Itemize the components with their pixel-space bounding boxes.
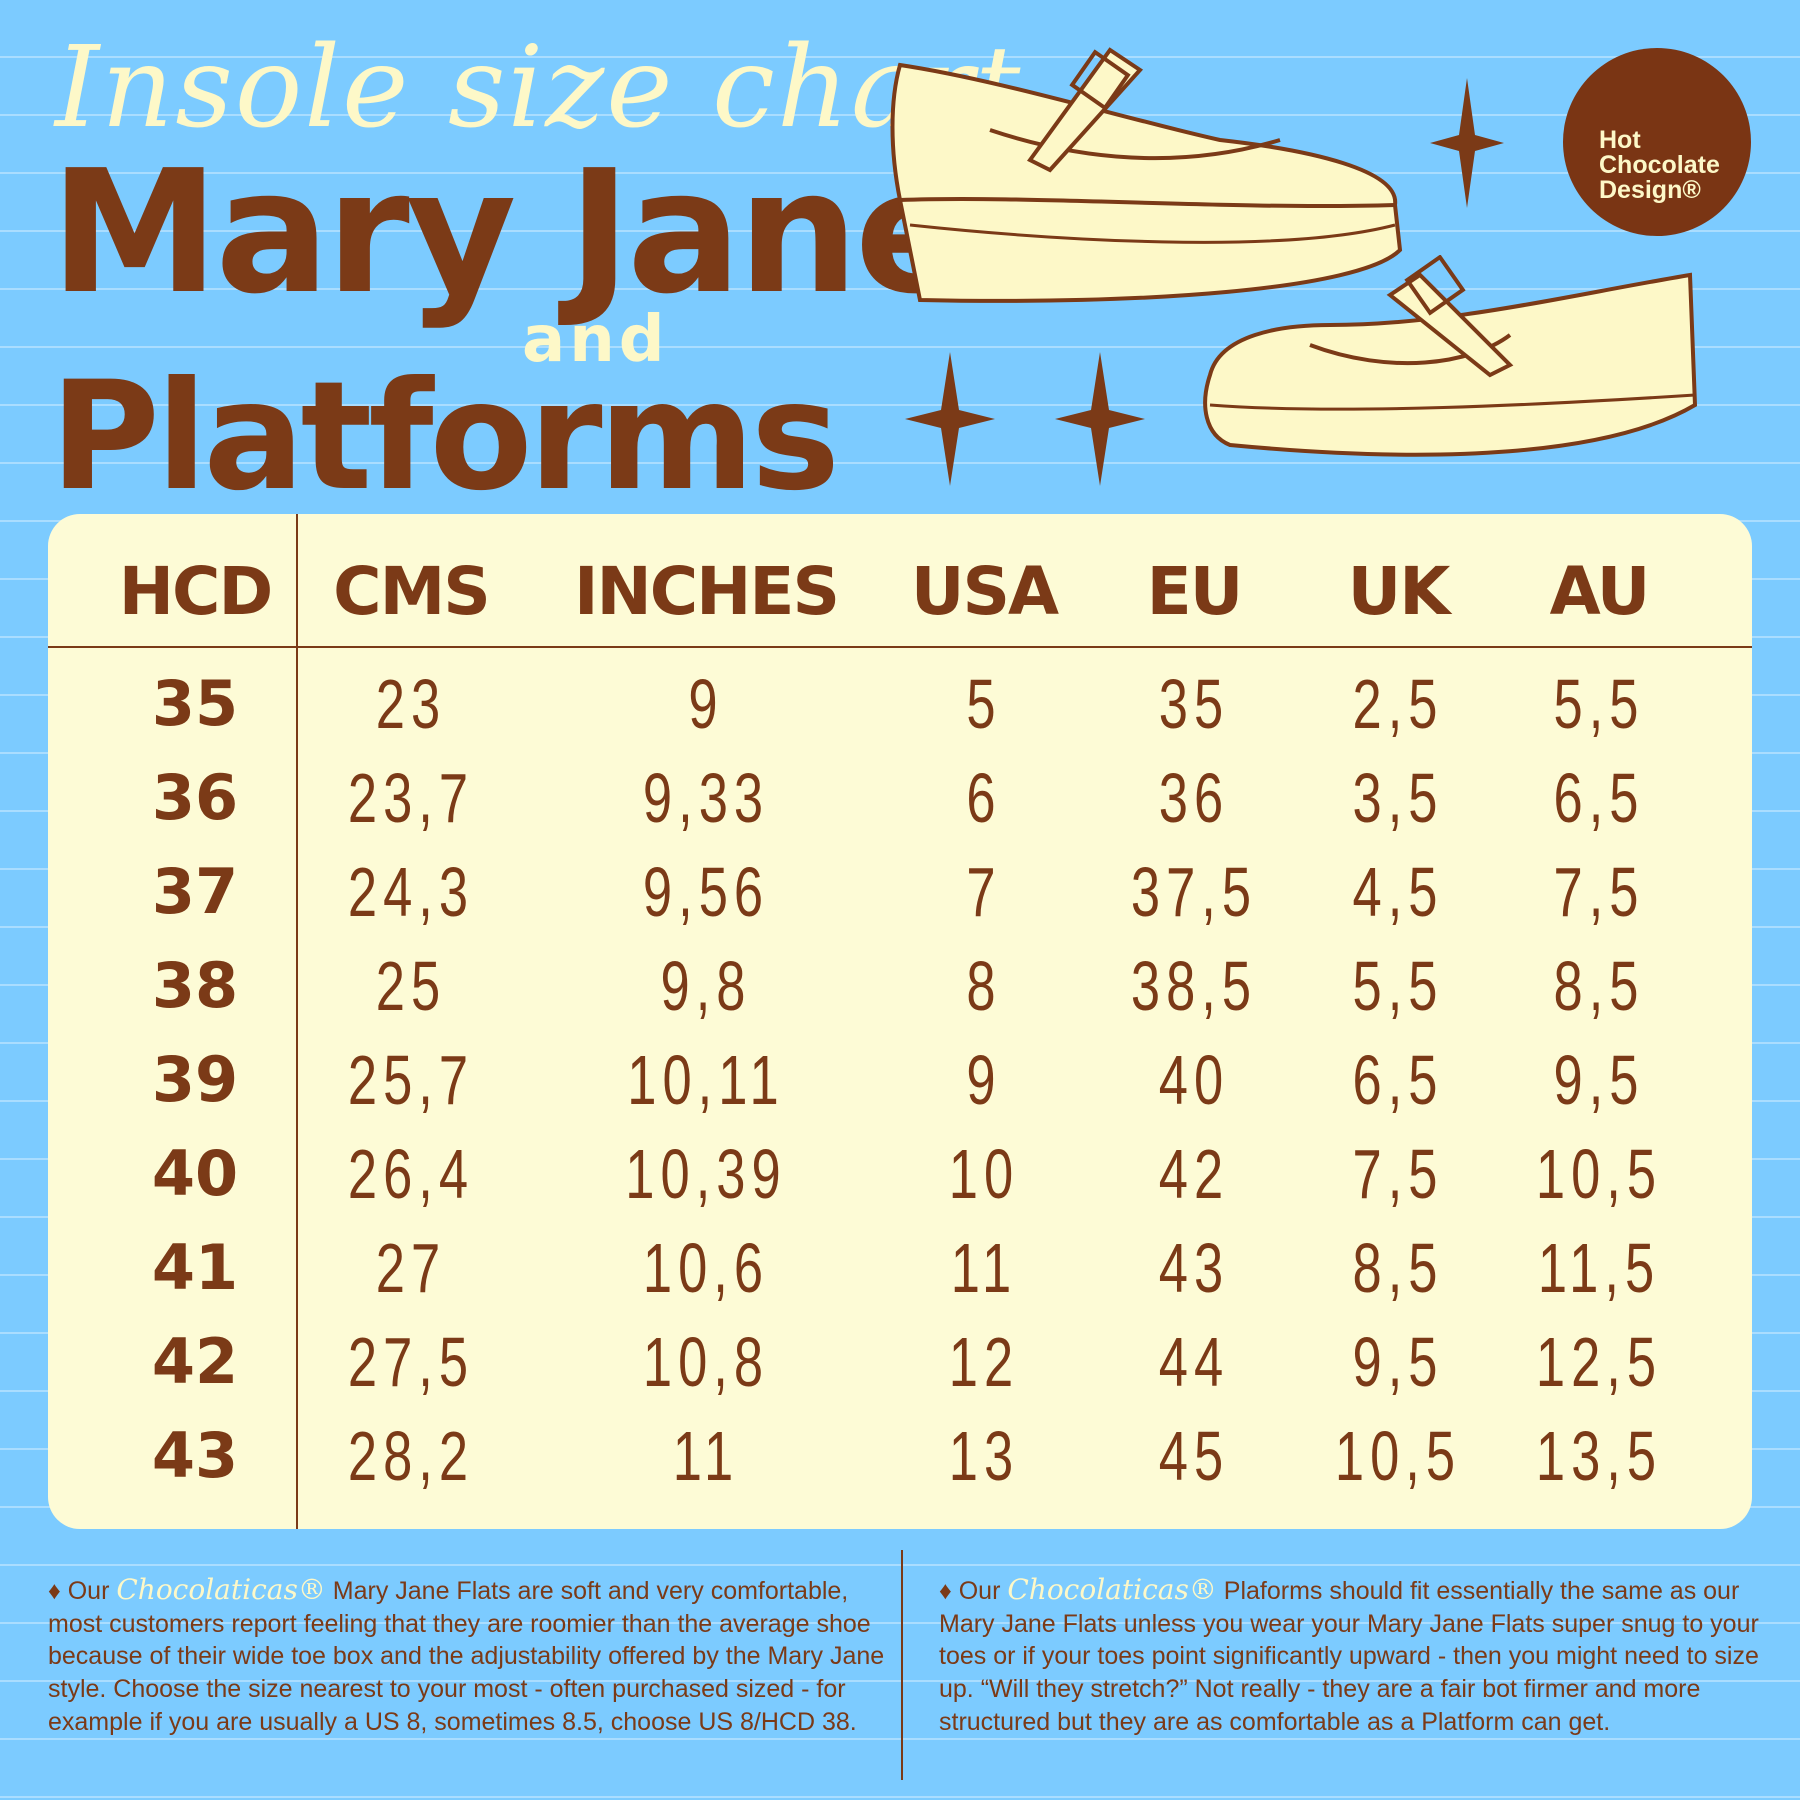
table-cell-usa: 6 — [966, 759, 1002, 837]
note-prefix: Our — [958, 1577, 1001, 1605]
table-cell-usa: 11 — [950, 1229, 1018, 1307]
column-header-hcd: HCD — [118, 553, 273, 630]
table-cell-uk: 8,5 — [1352, 1229, 1444, 1307]
table-cell-au: 9,5 — [1553, 1041, 1645, 1119]
table-cell-cms: 26,4 — [347, 1135, 475, 1213]
column-divider — [296, 514, 298, 1529]
title-and: and — [522, 303, 669, 377]
chocolaticas-brand: Chocolaticas® — [1007, 1573, 1217, 1606]
table-cell-eu: 35 — [1158, 665, 1230, 743]
table-cell-inches: 10,39 — [625, 1135, 787, 1213]
table-cell-hcd: 35 — [151, 667, 239, 740]
table-cell-uk: 3,5 — [1352, 759, 1444, 837]
table-cell-usa: 10 — [948, 1135, 1020, 1213]
table-cell-au: 5,5 — [1553, 665, 1645, 743]
title-mary-jane: Mary Jane — [50, 134, 970, 332]
table-cell-hcd: 42 — [151, 1325, 239, 1398]
star-icon — [905, 352, 995, 486]
table-cell-uk: 6,5 — [1352, 1041, 1444, 1119]
star-icon — [1430, 78, 1504, 208]
table-cell-hcd: 41 — [151, 1231, 239, 1304]
table-cell-uk: 2,5 — [1352, 665, 1444, 743]
table-cell-au: 11,5 — [1537, 1229, 1661, 1307]
column-header-eu: EU — [1146, 553, 1244, 630]
table-cell-au: 10,5 — [1535, 1135, 1663, 1213]
table-cell-uk: 10,5 — [1334, 1417, 1462, 1495]
logo-text: Hot — [1599, 126, 1641, 154]
table-cell-usa: 13 — [948, 1417, 1020, 1495]
column-header-usa: USA — [910, 553, 1059, 630]
table-cell-cms: 24,3 — [347, 853, 475, 931]
chocolaticas-brand: Chocolaticas® — [116, 1573, 326, 1606]
platform-shoe-illustration — [890, 47, 1403, 303]
column-header-au: AU — [1549, 553, 1651, 630]
table-cell-usa: 7 — [966, 853, 1002, 931]
table-cell-hcd: 37 — [151, 855, 239, 928]
table-cell-inches: 10,8 — [642, 1323, 770, 1401]
note-flats: ♦ Our Chocolaticas® Mary Jane Flats are … — [48, 1575, 898, 1739]
table-cell-cms: 25,7 — [347, 1041, 475, 1119]
table-cell-usa: 12 — [948, 1323, 1020, 1401]
table-cell-uk: 7,5 — [1352, 1135, 1444, 1213]
table-cell-inches: 10,11 — [627, 1041, 785, 1119]
logo-text: Design® — [1599, 176, 1701, 204]
table-cell-eu: 38,5 — [1130, 947, 1258, 1025]
table-cell-eu: 36 — [1158, 759, 1230, 837]
column-header-inches: INCHES — [573, 553, 840, 630]
note-text: Mary Jane Flats are soft and very comfor… — [48, 1577, 885, 1736]
size-table: HCD CMS INCHES USA EU UK AU 35 23 9 5 35 2,5 5,5 36 23,… — [48, 514, 1752, 1529]
logo-text: Chocolate — [1599, 151, 1720, 179]
table-cell-inches: 9,56 — [642, 853, 770, 931]
table-cell-eu: 42 — [1158, 1135, 1230, 1213]
header-divider — [48, 646, 1752, 648]
column-header-cms: CMS — [333, 553, 491, 630]
table-cell-cms: 27,5 — [347, 1323, 475, 1401]
table-cell-inches: 9,33 — [642, 759, 770, 837]
bullet: ♦ — [48, 1577, 61, 1605]
notes-divider — [901, 1550, 903, 1780]
table-cell-inches: 11 — [672, 1417, 740, 1495]
bullet: ♦ — [939, 1577, 952, 1605]
table-cell-cms: 27 — [375, 1229, 447, 1307]
table-cell-inches: 9 — [688, 665, 724, 743]
column-header-uk: UK — [1347, 553, 1451, 630]
table-cell-usa: 8 — [966, 947, 1002, 1025]
script-title: Insole size chart — [55, 23, 1023, 153]
table-cell-hcd: 43 — [151, 1419, 239, 1492]
table-cell-inches: 9,8 — [660, 947, 752, 1025]
note-prefix: Our — [67, 1577, 110, 1605]
table-cell-eu: 44 — [1158, 1323, 1230, 1401]
table-cell-inches: 10,6 — [642, 1229, 770, 1307]
table-cell-hcd: 39 — [151, 1043, 239, 1116]
hot-chocolate-design-logo: Hot Chocolate Design® — [1563, 48, 1751, 236]
table-cell-eu: 43 — [1158, 1229, 1230, 1307]
table-cell-hcd: 36 — [151, 761, 239, 834]
table-cell-eu: 40 — [1158, 1041, 1230, 1119]
table-cell-usa: 9 — [966, 1041, 1002, 1119]
table-cell-au: 8,5 — [1553, 947, 1645, 1025]
table-cell-au: 13,5 — [1535, 1417, 1663, 1495]
table-cell-uk: 9,5 — [1352, 1323, 1444, 1401]
table-cell-hcd: 40 — [151, 1137, 239, 1210]
table-cell-cms: 28,2 — [347, 1417, 475, 1495]
table-cell-cms: 25 — [375, 947, 447, 1025]
table-cell-au: 12,5 — [1535, 1323, 1663, 1401]
table-cell-uk: 4,5 — [1352, 853, 1444, 931]
table-cell-cms: 23 — [375, 665, 447, 743]
note-text: Plaforms should fit essentially the same… — [939, 1577, 1759, 1736]
title-platforms: Platforms — [50, 350, 840, 524]
table-cell-hcd: 38 — [151, 949, 239, 1022]
table-cell-au: 7,5 — [1553, 853, 1645, 931]
table-cell-eu: 37,5 — [1130, 853, 1258, 931]
table-cell-uk: 5,5 — [1352, 947, 1444, 1025]
note-platforms: ♦ Our Chocolaticas® Plaforms should fit … — [939, 1575, 1764, 1739]
table-cell-cms: 23,7 — [347, 759, 475, 837]
star-icon — [1055, 352, 1145, 486]
table-cell-eu: 45 — [1158, 1417, 1230, 1495]
table-cell-usa: 5 — [966, 665, 1002, 743]
flat-shoe-illustration — [1203, 255, 1698, 457]
table-cell-au: 6,5 — [1553, 759, 1645, 837]
